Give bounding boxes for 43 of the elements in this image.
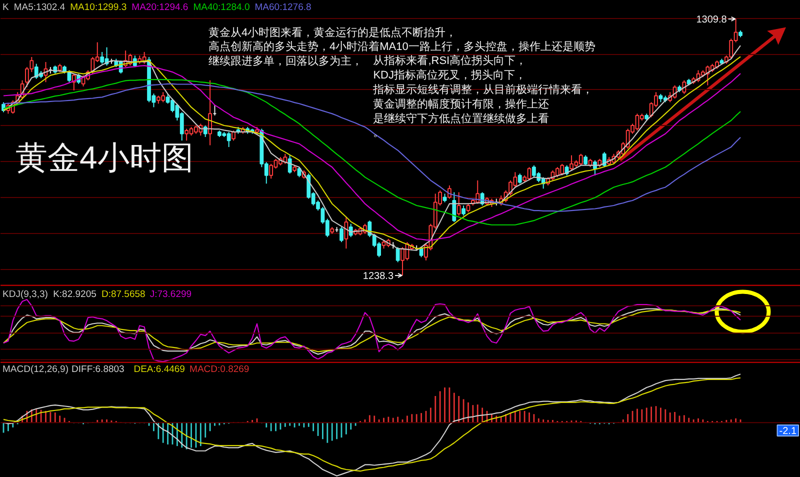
candlestick — [518, 173, 522, 184]
candlestick — [584, 154, 588, 166]
text: MACD:0.8269 — [190, 364, 250, 375]
annotation: 黄金调整的幅度预计有限，操作上还 — [373, 97, 550, 110]
text: MA5:1302.4 — [14, 2, 66, 13]
text: -2.1 — [779, 426, 797, 437]
text: DIFF:6.8803 — [72, 364, 124, 375]
text: DEA:6.4469 — [134, 364, 185, 375]
annotation: 指标显示短线有调整，从目前极端行情来看， — [372, 83, 594, 96]
text: D:87.5658 — [101, 289, 146, 300]
candlestick — [208, 80, 212, 146]
annotation: 1238.3 — [362, 270, 394, 282]
candlestick — [456, 192, 461, 216]
text: MA40:1284.0 — [193, 2, 250, 13]
candlestick — [396, 246, 400, 263]
legend-title: K — [2, 2, 10, 13]
candlestick — [340, 226, 344, 243]
annotation: 。 — [373, 127, 384, 140]
annotation: 继续跟进多单，回落以多为主， — [208, 54, 362, 68]
annotation: KDJ指标高位死叉，拐头向下， — [373, 68, 526, 82]
text: MA60:1276.8 — [254, 2, 312, 13]
candlestick — [232, 130, 236, 142]
candlestick — [100, 51, 104, 64]
candlestick — [344, 216, 348, 250]
text: MA10:1299.3 — [70, 2, 127, 13]
candlestick — [682, 80, 686, 94]
annotation: 高点创新高的多头走势，4小时沿着MA10一路上行，多头控盘，操作上还是顺势 — [208, 40, 596, 54]
text: MA20:1294.6 — [132, 2, 188, 13]
candlestick — [269, 163, 274, 180]
annotation: 1309.8 — [696, 14, 728, 26]
annotation: 黄金从4小时图来看，黄金运行的是低点不断抬升， — [208, 26, 457, 39]
candlestick — [184, 128, 189, 142]
text: J:73.6299 — [150, 289, 192, 300]
series-label: K:82.9205 — [53, 289, 96, 300]
candlestick — [348, 223, 353, 238]
annotation: 是继续守下方低点位置继续做多上看 — [373, 112, 550, 125]
text: 黄金4小时图 — [16, 140, 194, 176]
annotation: 从指标来看,RSI高位拐头向下， — [373, 54, 527, 68]
candlestick — [288, 154, 292, 174]
candlestick — [448, 184, 452, 200]
candlestick — [462, 205, 466, 216]
chart-title: KDJ(9,3,3) — [2, 289, 48, 300]
chart-title: MACD(12,26,9) — [2, 364, 68, 375]
